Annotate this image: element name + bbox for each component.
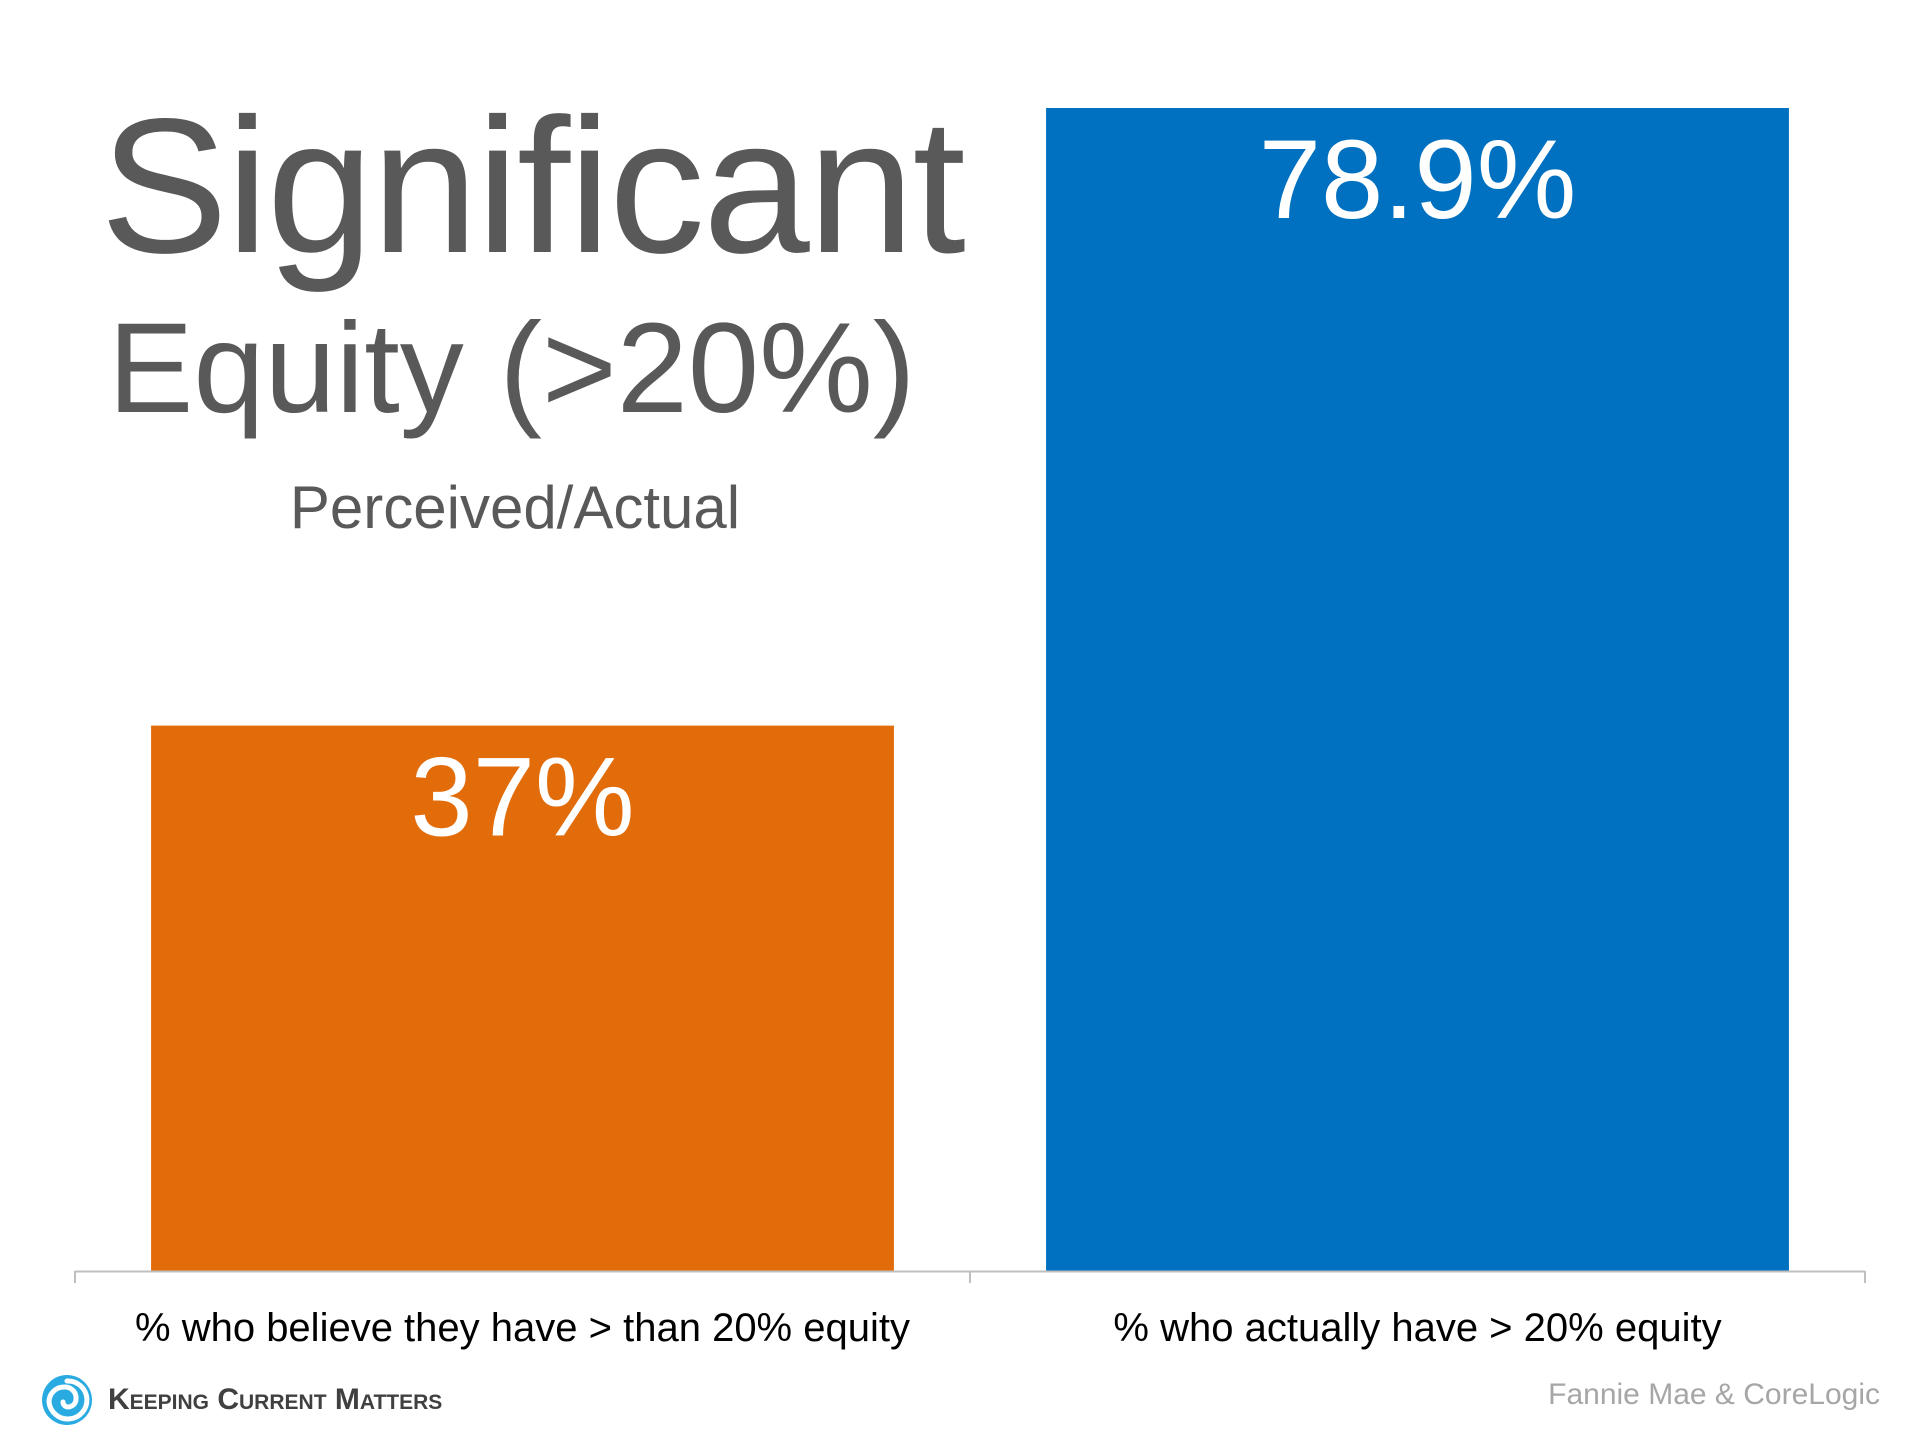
source-credit: Fannie Mae & CoreLogic bbox=[1548, 1378, 1880, 1411]
chart-title-line2: Equity (>20%) bbox=[108, 297, 916, 440]
data-label-1: 37% bbox=[410, 735, 634, 860]
brand-logo: Keeping Current Matters bbox=[40, 1372, 442, 1428]
bar-2 bbox=[1046, 108, 1789, 1271]
category-label-2: % who actually have > 20% equity bbox=[1113, 1306, 1721, 1350]
brand-name: Keeping Current Matters bbox=[108, 1383, 443, 1416]
bar-1 bbox=[151, 725, 894, 1271]
data-label-2: 78.9% bbox=[1259, 117, 1577, 242]
chart-title: Significant bbox=[100, 78, 966, 293]
category-label-1: % who believe they have > than 20% equit… bbox=[135, 1306, 910, 1350]
chart-subtitle: Perceived/Actual bbox=[289, 474, 741, 541]
swirl-logo-icon bbox=[40, 1373, 94, 1427]
